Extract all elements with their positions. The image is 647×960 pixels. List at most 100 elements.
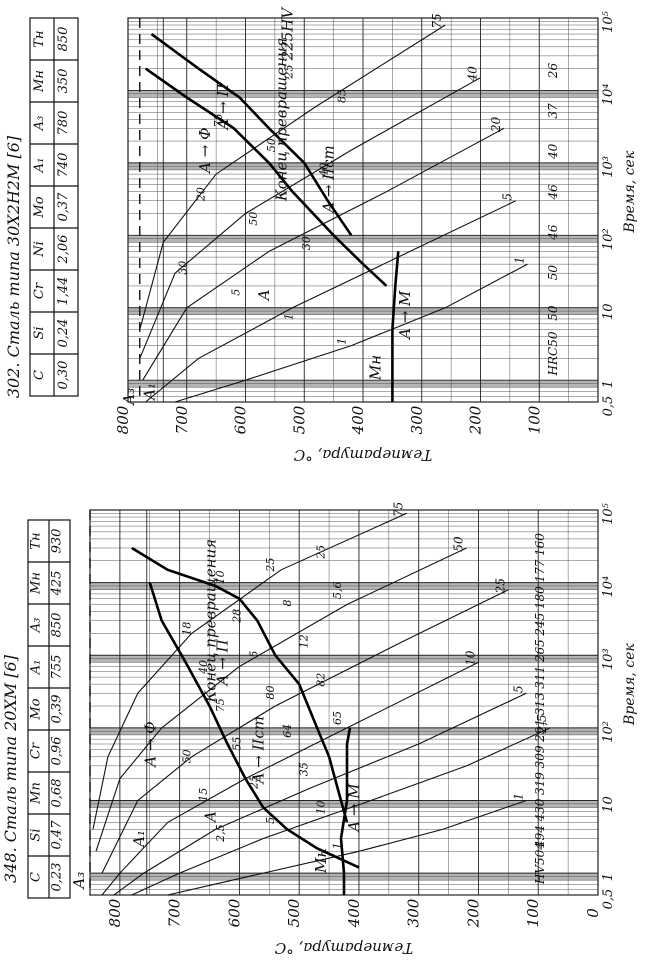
hardness-label: HRC50	[546, 331, 560, 376]
region-label: A → П	[214, 83, 232, 132]
time-tick-label: 10²	[601, 228, 616, 250]
transformation-percent-label: 25	[264, 558, 277, 573]
table-value-cell: 0,47	[49, 820, 64, 850]
transformation-percent-label: 25	[283, 64, 296, 79]
cooling-curve	[145, 200, 517, 403]
table-value-cell: 740	[56, 153, 71, 178]
table-value-cell: 780	[56, 111, 71, 136]
time-tick-label: 10⁵	[601, 10, 616, 33]
region-label: A	[255, 289, 273, 302]
temperature-axis-title: Температура, °С	[293, 446, 432, 464]
table-header-cell: A₁	[28, 660, 43, 676]
temperature-tick-label: 400	[349, 405, 367, 435]
composition-table: C 0,23 Si 0,47 Mn 0,68 Cr 0,96 Mo 0,39 A₁ 755 A₃ 850 M…	[27, 519, 71, 899]
transformation-end-curve	[150, 33, 353, 237]
table-value-cell: 0,37	[56, 192, 71, 222]
table-value-cell: 0,30	[56, 361, 71, 390]
transformation-percent-label: 75	[212, 114, 225, 128]
time-tick-label: 10³	[601, 648, 616, 670]
time-tick-label: 10²	[601, 721, 616, 743]
table-header-cell: Si	[32, 326, 47, 339]
hardness-label: 291	[533, 719, 547, 743]
cooling-curve	[142, 127, 505, 381]
hardness-label: 430	[533, 798, 547, 822]
time-tick-label: 1	[601, 380, 616, 388]
table-header-cell: Mo	[28, 698, 43, 720]
temperature-tick-label: 700	[173, 405, 191, 434]
transformation-percent-label: 1	[283, 313, 296, 320]
cooling-curve-label: 40	[466, 66, 480, 83]
time-axis-title: Время, сек	[622, 643, 638, 726]
table-header-cell: Si	[28, 828, 43, 841]
transformation-percent-label: 35	[298, 762, 311, 776]
region-label: A → M	[345, 783, 363, 834]
cooling-curve-label: 1	[513, 256, 527, 264]
cooling-curve	[131, 727, 551, 896]
temperature-tick-label: 500	[290, 405, 308, 434]
cooling-curve	[139, 77, 481, 359]
transformation-percent-label: 75	[214, 698, 227, 712]
hardness-label: 313	[533, 692, 547, 715]
table-value-cell: 755	[49, 655, 64, 680]
time-tick-label: 10	[601, 796, 616, 813]
region-label: A → M	[396, 290, 414, 341]
cooling-curve-label: 10	[463, 650, 477, 666]
transformation-percent-label: 1	[331, 842, 344, 849]
region-label: A₁	[130, 830, 148, 849]
transformation-percent-label: 5	[247, 651, 260, 658]
transformation-percent-label: 55	[231, 737, 244, 751]
time-tick-label: 10³	[601, 156, 616, 178]
time-tick-label: 10	[601, 303, 616, 320]
transformation-percent-label: 65	[331, 711, 344, 725]
table-value-cell: 2,06	[56, 235, 71, 265]
table-header-cell: C	[28, 872, 43, 882]
table-header-cell: Ni	[32, 241, 47, 258]
ttt-diagram-348: 0 100 200 300 400 500 600 700 800 0,5 1 10 10² 10³ 10⁴…	[1, 502, 638, 957]
table-value-cell: 350	[56, 69, 71, 94]
table-value-cell: 1,44	[56, 277, 71, 306]
transformation-percent-label: 5,6	[331, 581, 344, 599]
transformation-percent-label: 15	[197, 788, 210, 802]
temperature-tick-label: 400	[345, 898, 363, 928]
transformation-percent-label: 50	[265, 138, 278, 152]
cooling-curve	[101, 661, 479, 896]
region-label: A → IIст	[249, 716, 267, 785]
temperature-tick-label: 200	[464, 898, 482, 928]
region-label: A₁	[140, 383, 158, 402]
cooling-curve	[95, 547, 467, 852]
transformation-start-curve	[144, 67, 388, 287]
table-header-cell: Mo	[32, 196, 47, 218]
cooling-curve	[101, 589, 509, 874]
ms-line	[391, 251, 400, 402]
hardness-label: 265	[533, 639, 547, 663]
transformation-percent-label: 8	[281, 599, 294, 606]
hardness-label: 50	[546, 265, 560, 281]
table-header-cell: A₃	[28, 618, 43, 634]
transformation-percent-label: 2,5	[214, 824, 227, 843]
ms-line	[339, 727, 352, 895]
cooling-curve	[174, 263, 528, 403]
cooling-curve-label: 2,5	[535, 714, 549, 734]
transformation-percent-label: 12	[298, 634, 311, 648]
region-label: Конец превращения	[202, 539, 220, 703]
temperature-tick-label: 100	[525, 405, 543, 434]
temperature-tick-label: 200	[467, 405, 485, 435]
temperature-tick-label: 600	[232, 405, 250, 434]
region-label: A → IIст	[320, 145, 338, 214]
region-label: A	[202, 811, 220, 824]
hardness-label: 245	[533, 613, 547, 637]
table-header-cell: Tн	[32, 30, 47, 47]
cooling-curve-label: 25	[493, 578, 507, 594]
cooling-curve-label: 1	[511, 793, 525, 801]
region-label: A → Ф	[196, 127, 214, 174]
cooling-curve-label: 75	[392, 502, 406, 517]
time-tick-label: 10⁴	[601, 576, 616, 598]
table-header-cell: Cr	[28, 742, 43, 759]
temperature-tick-label: 600	[225, 898, 243, 927]
table-header-cell: Mн	[28, 572, 43, 595]
time-axis-title: Время, сек	[622, 150, 638, 233]
transformation-percent-label: 50	[180, 749, 193, 763]
temperature-tick-label: 300	[405, 898, 423, 927]
table-header-cell: A₃	[32, 116, 47, 132]
transformation-percent-label: 25	[247, 775, 260, 790]
